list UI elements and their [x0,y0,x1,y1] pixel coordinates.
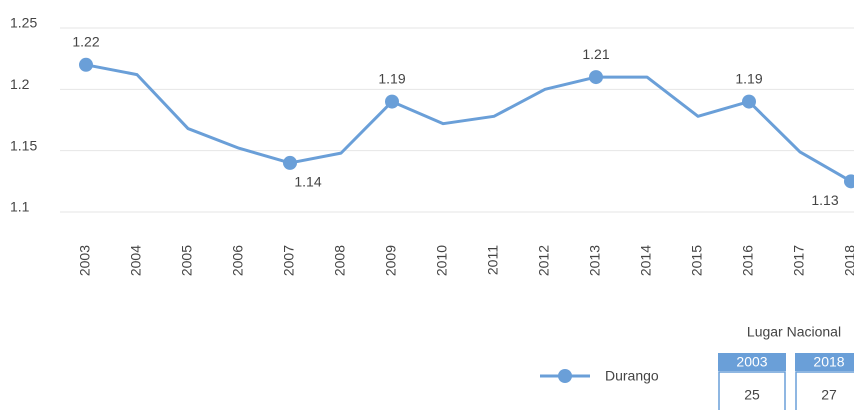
data-label: 1.19 [735,70,762,86]
x-tick-label: 2010 [434,245,450,276]
data-label: 1.13 [811,192,838,208]
x-tick-label: 2015 [689,245,705,276]
x-tick-label: 2003 [77,245,93,276]
x-tick-label: 2018 [842,245,854,276]
x-tick-label: 2004 [128,245,144,276]
table-header: 2018 [813,354,844,370]
table-cell [795,371,854,410]
x-tick-label: 2006 [230,245,246,276]
table-value: 25 [744,387,760,403]
table-header-cell [795,353,854,371]
x-tick-label: 2013 [587,245,603,276]
x-tick-label: 2008 [332,245,348,276]
table-header: 2003 [736,354,767,370]
legend-marker [558,369,572,383]
table-cell [718,371,786,410]
x-tick-label: 2012 [536,245,552,276]
data-label: 1.22 [72,34,99,50]
data-label: 1.19 [378,70,405,86]
data-label: 1.14 [294,174,321,190]
x-tick-label: 2014 [638,245,654,276]
table-title: Lugar Nacional [747,324,841,340]
x-tick-label: 2009 [383,245,399,276]
point [589,70,603,85]
y-tick-label: 1.15 [10,137,37,153]
x-tick-label: 2011 [485,245,501,275]
y-tick-label: 1.2 [10,76,30,92]
legend-label: Durango [605,368,659,384]
table-value: 27 [821,387,837,403]
table-header-cell [718,353,786,371]
y-tick-label: 1.25 [10,15,37,31]
point [742,94,756,109]
series-line [85,63,852,183]
point [844,174,854,189]
point [283,155,297,170]
point [79,57,93,72]
x-tick-label: 2007 [281,245,297,276]
data-label: 1.21 [582,46,609,62]
y-tick-label: 1.1 [10,199,30,215]
point [385,94,399,109]
x-tick-label: 2016 [740,245,756,276]
x-tick-label: 2005 [179,245,195,276]
x-tick-label: 2017 [791,245,807,276]
